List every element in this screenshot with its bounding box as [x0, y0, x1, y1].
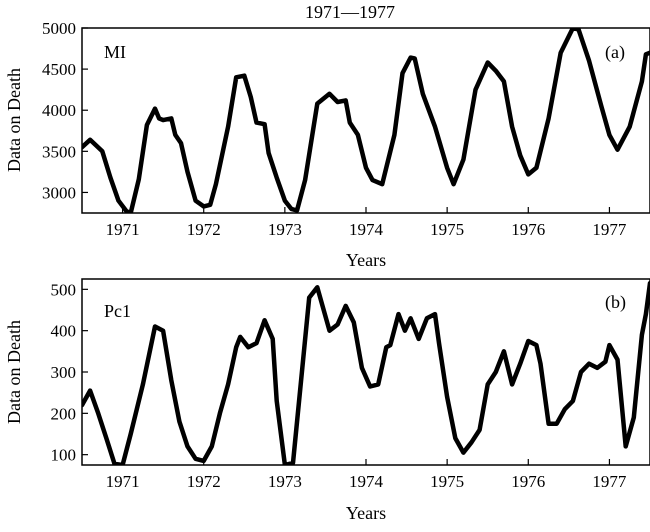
- x-tick-label-a: 1975: [430, 220, 464, 239]
- panel-b: 100 200 300 400 500 1971 1972 1973 1974 1975 1976…: [4, 278, 650, 523]
- series-line-pc1: [82, 280, 650, 465]
- y-tick-label-a: 3500: [42, 142, 76, 161]
- y-ticks-a: 3000 3500 4000 4500 5000: [42, 19, 88, 202]
- x-tick-label-a: 1976: [511, 220, 545, 239]
- y-tick-label-a: 5000: [42, 19, 76, 38]
- y-tick-label-b: 200: [51, 404, 77, 423]
- y-tick-label-b: 100: [51, 446, 77, 465]
- y-ticks-b: 100 200 300 400 500: [51, 280, 88, 465]
- x-tick-label-a: 1971: [106, 220, 140, 239]
- x-tick-label-b: 1972: [187, 472, 221, 491]
- y-tick-label-b: 500: [51, 280, 77, 299]
- x-ticks-a: 1971 1972 1973 1974 1975 1976 1977: [106, 207, 627, 239]
- series-line-mi: [82, 28, 650, 213]
- x-tick-label-b: 1974: [349, 472, 384, 491]
- y-tick-label-b: 400: [51, 322, 77, 341]
- y-tick-label-a: 3000: [42, 183, 76, 202]
- x-tick-label-b: 1975: [430, 472, 464, 491]
- x-tick-label-a: 1972: [187, 220, 221, 239]
- panel-tag-a: (a): [605, 42, 625, 63]
- figure-title: 1971—1977: [305, 2, 395, 22]
- panel-tag-b: (b): [605, 292, 626, 313]
- x-ticks-b: 1971 1972 1973 1974 1975 1976 1977: [106, 459, 627, 491]
- x-axis-label-a: Years: [346, 250, 386, 270]
- y-tick-label-a: 4500: [42, 60, 76, 79]
- y-tick-label-a: 4000: [42, 101, 76, 120]
- y-axis-label-b: Data on Death: [4, 320, 24, 424]
- y-tick-label-b: 300: [51, 363, 77, 382]
- x-tick-label-a: 1977: [592, 220, 627, 239]
- series-label-pc1: Pc1: [104, 301, 131, 321]
- x-tick-label-b: 1973: [268, 472, 302, 491]
- series-label-mi: MI: [104, 42, 126, 62]
- x-tick-label-b: 1976: [511, 472, 545, 491]
- x-axis-label-b: Years: [346, 503, 386, 523]
- x-tick-label-a: 1974: [349, 220, 384, 239]
- x-tick-label-b: 1977: [592, 472, 627, 491]
- y-axis-label-a: Data on Death: [4, 68, 24, 172]
- x-tick-label-b: 1971: [106, 472, 140, 491]
- x-tick-label-a: 1973: [268, 220, 302, 239]
